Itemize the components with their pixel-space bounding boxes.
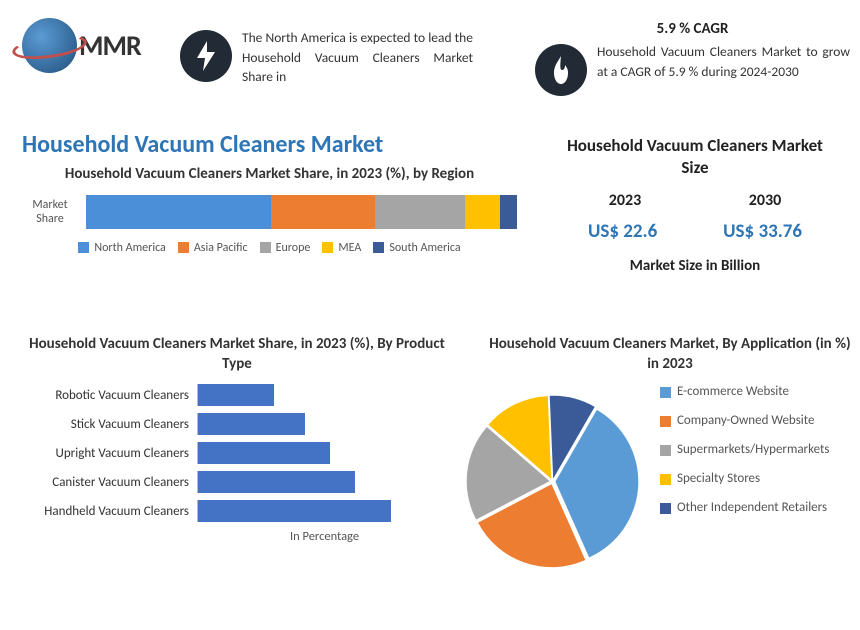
product-bar-label: Canister Vacuum Cleaners [22,475,197,490]
product-bar-track [197,500,452,522]
legend-item: South America [373,241,460,255]
legend-item: Supermarkets/Hypermarkets [660,442,829,457]
product-bar-label: Robotic Vacuum Cleaners [22,388,197,403]
region-segment [375,195,466,229]
legend-label: North America [94,241,165,255]
legend-swatch [178,242,189,253]
legend-swatch [322,242,333,253]
blurb-right-text: Household Vacuum Cleaners Market to grow… [597,42,850,81]
legend-label: Specialty Stores [677,471,760,486]
application-pie-section: Household Vacuum Cleaners Market, By App… [455,335,855,579]
product-bar-row: Stick Vacuum Cleaners [22,413,452,435]
region-segment [271,195,374,229]
size-value-0: US$ 22.6 [588,220,657,243]
legend-label: Asia Pacific [194,241,248,255]
product-bar-track [197,413,452,435]
product-bar-track [197,384,452,406]
product-bar-fill [198,384,274,406]
legend-label: MEA [338,241,361,255]
size-year-0: 2023 [609,191,641,210]
product-bar-fill [198,442,330,464]
flame-icon [535,44,587,96]
legend-item: Europe [260,241,311,255]
legend-swatch [660,416,671,427]
product-bar-row: Handheld Vacuum Cleaners [22,500,452,522]
application-pie-chart [455,384,650,579]
region-segment [465,195,499,229]
legend-swatch [260,242,271,253]
main-title: Household Vacuum Cleaners Market [22,130,383,159]
product-bar-track [197,442,452,464]
logo-text: MMR [79,28,141,63]
blurb-left-text: The North America is expected to lead th… [242,28,473,87]
product-xlabel: In Percentage [197,529,452,544]
region-stacked-bar [86,195,517,229]
legend-label: Supermarkets/Hypermarkets [677,442,829,457]
product-bar-label: Handheld Vacuum Cleaners [22,504,197,519]
mmr-logo: MMR [22,18,141,73]
region-segment [500,195,517,229]
blurb-region-lead: The North America is expected to lead th… [180,28,473,87]
legend-label: Company-Owned Website [677,413,814,428]
product-bar-track [197,471,452,493]
product-bar-fill [198,471,355,493]
size-year-1: 2030 [749,191,781,210]
legend-item: Asia Pacific [178,241,248,255]
region-legend: North America Asia Pacific Europe MEA South … [22,241,517,255]
product-bar-row: Canister Vacuum Cleaners [22,471,452,493]
product-bar-row: Upright Vacuum Cleaners [22,442,452,464]
region-chart-title: Household Vacuum Cleaners Market Share, … [22,165,517,185]
legend-swatch [78,242,89,253]
legend-swatch [373,242,384,253]
legend-label: Europe [276,241,311,255]
product-bar-fill [198,500,391,522]
size-value-1: US$ 33.76 [723,220,802,243]
legend-item: Company-Owned Website [660,413,829,428]
legend-item: Specialty Stores [660,471,829,486]
legend-item: MEA [322,241,361,255]
product-chart-title: Household Vacuum Cleaners Market Share, … [22,335,452,374]
legend-swatch [660,387,671,398]
legend-item: Other Independent Retailers [660,500,829,515]
market-size-box: Household Vacuum Cleaners Market Size 20… [555,135,835,275]
legend-swatch [660,503,671,514]
blurb-cagr: 5.9 % CAGR Household Vacuum Cleaners Mar… [535,20,850,96]
legend-label: Other Independent Retailers [677,500,827,515]
legend-item: E-commerce Website [660,384,829,399]
product-bar-label: Stick Vacuum Cleaners [22,417,197,432]
bolt-icon [180,30,232,82]
region-axis-label: Market Share [22,198,78,226]
legend-label: E-commerce Website [677,384,789,399]
legend-label: South America [389,241,460,255]
product-bar-label: Upright Vacuum Cleaners [22,446,197,461]
cagr-heading: 5.9 % CAGR [535,20,850,38]
pie-title: Household Vacuum Cleaners Market, By App… [485,335,855,374]
region-market-share-chart: Household Vacuum Cleaners Market Share, … [22,165,517,255]
product-type-chart: Household Vacuum Cleaners Market Share, … [22,335,452,544]
size-title: Household Vacuum Cleaners Market Size [555,135,835,179]
legend-item: North America [78,241,165,255]
region-segment [86,195,271,229]
size-unit: Market Size in Billion [555,257,835,275]
legend-swatch [660,474,671,485]
legend-swatch [660,445,671,456]
product-bar-fill [198,413,305,435]
product-bar-row: Robotic Vacuum Cleaners [22,384,452,406]
product-bars: Robotic Vacuum Cleaners Stick Vacuum Cle… [22,384,452,522]
pie-legend: E-commerce Website Company-Owned Website S… [660,384,829,515]
